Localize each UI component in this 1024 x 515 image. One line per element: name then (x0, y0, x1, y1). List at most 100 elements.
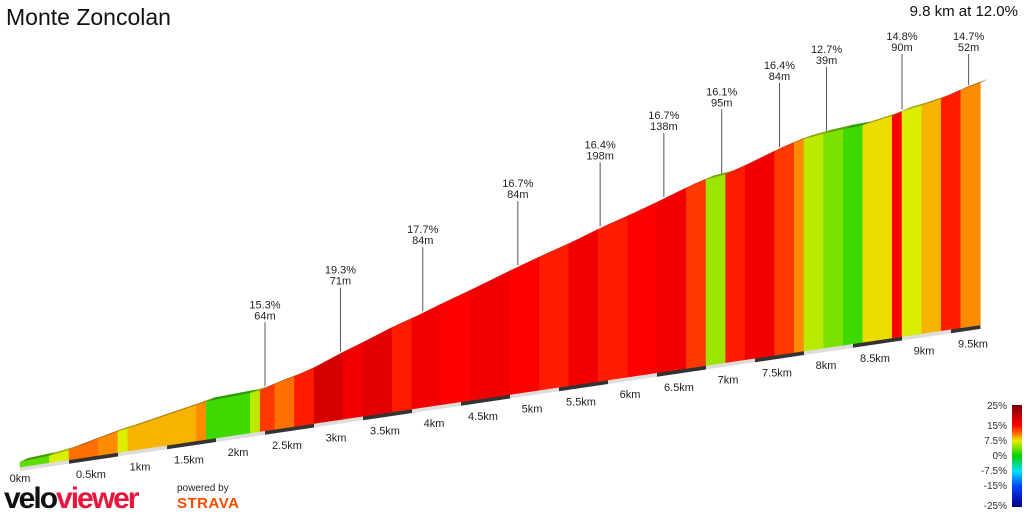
gradient-segment (862, 115, 893, 343)
annotation-length: 39m (816, 55, 837, 67)
km-tick-label: 7.5km (762, 367, 792, 379)
gradient-segment-top (960, 78, 989, 90)
gradient-segment-top (250, 386, 269, 394)
gradient-segment (259, 383, 276, 432)
gradient-segment-top (686, 175, 714, 188)
legend-label: 25% (987, 401, 1007, 412)
gradient-segment-top (260, 380, 283, 391)
gradient-segment-top (804, 129, 832, 140)
legend-label: 15% (987, 421, 1007, 432)
km-tick-label: 9km (914, 346, 935, 358)
km-tick-label: 0.5km (76, 469, 106, 481)
legend-color-bar (1012, 405, 1022, 507)
ground-segment (706, 358, 755, 370)
gradient-segment-top (843, 121, 871, 130)
gradient-segment-top (657, 183, 695, 203)
gradient-segment-top (774, 138, 803, 152)
gradient-segment (509, 256, 540, 395)
climb-title: Monte Zoncolan (6, 4, 171, 30)
gradient-segment-top (412, 299, 450, 319)
gradient-segment-top (892, 107, 910, 116)
gradient-segment-top (49, 445, 77, 456)
gradient-segment-top (598, 212, 636, 230)
gradient-segment-top (921, 94, 950, 106)
annotation-grade: 16.1% (706, 86, 737, 98)
gradient-segment-top (470, 266, 518, 291)
gradient-segment (627, 201, 658, 378)
gradient-segment (196, 401, 207, 442)
gradient-segment-top (823, 125, 852, 134)
km-tick-label: 3.5km (370, 425, 400, 437)
ground-segment (314, 416, 363, 428)
gradient-segment (744, 150, 775, 360)
legend-label: -7.5% (981, 466, 1007, 477)
annotation-grade: 14.8% (886, 31, 917, 43)
gradient-segment (117, 428, 129, 453)
strava-logo[interactable]: STRAVA (177, 495, 240, 512)
gradient-segment (274, 376, 295, 430)
km-tick-label: 4km (424, 418, 445, 430)
km-tick-label: 6km (620, 389, 641, 401)
gradient-segment (597, 215, 628, 382)
annotation-grade: 16.4% (585, 139, 616, 151)
ground-segment (69, 452, 118, 464)
annotation-grade: 14.7% (953, 31, 984, 43)
km-tick-label: 8km (816, 360, 837, 372)
ground-segment (20, 459, 69, 471)
ground-segment (853, 336, 902, 348)
climb-summary: 9.8 km at 12.0% (909, 3, 1018, 20)
gradient-segment (960, 82, 981, 329)
gradient-segment-top (206, 389, 259, 402)
ground-segment (363, 409, 412, 421)
ground-segment (461, 394, 510, 406)
km-tick-label: 1km (130, 462, 151, 474)
gradient-segment-top (196, 397, 215, 406)
km-tick-label: 8.5km (860, 353, 890, 365)
km-tick-label: 2km (228, 447, 249, 459)
gradient-segment-top (363, 323, 401, 343)
annotation-length: 71m (330, 276, 351, 288)
gradient-segment (392, 318, 413, 413)
legend-label: 0% (993, 451, 1008, 462)
gradient-segment (823, 128, 844, 349)
km-tick-label: 7km (718, 375, 739, 387)
annotation-grade: 17.7% (407, 224, 438, 236)
gradient-segment-top (69, 434, 107, 450)
gradient-segment-top (98, 427, 126, 439)
gradient-segment (803, 133, 824, 352)
ground-segment (265, 423, 314, 435)
gradient-segment (725, 165, 746, 363)
annotation-length: 84m (412, 235, 433, 247)
gradient-segment (842, 125, 864, 346)
km-tick-label: 6.5km (664, 382, 694, 394)
gradient-segment-top (568, 225, 607, 244)
annotation-length: 138m (650, 121, 678, 133)
ground-segment (412, 401, 461, 413)
gradient-segment (250, 390, 261, 434)
gradient-segment (793, 138, 805, 353)
km-tick-label: 0km (10, 473, 31, 485)
annotation-length: 198m (586, 150, 614, 162)
km-tick-label: 5km (522, 404, 543, 416)
gradient-segment-top (441, 286, 479, 304)
gradient-segment-top (118, 424, 136, 432)
ground-segment (657, 365, 706, 377)
legend-label: -15% (984, 481, 1007, 492)
gradient-segment-top (510, 252, 548, 271)
annotation-grade: 16.7% (648, 110, 679, 122)
gradient-segment (656, 187, 687, 374)
ground-segment (559, 380, 608, 392)
gradient-segment (313, 351, 344, 424)
annotation-length: 52m (958, 42, 979, 54)
gradient-segment (774, 142, 795, 356)
gradient-segment (901, 105, 922, 337)
veloviewer-logo[interactable]: veloviewer (4, 482, 139, 515)
gradient-segment-top (20, 451, 58, 462)
km-tick-label: 5.5km (566, 396, 596, 408)
gradient-segment-top (274, 372, 303, 385)
gradient-segment (470, 270, 511, 401)
annotation-grade: 15.3% (249, 299, 280, 311)
gradient-segment-top (862, 111, 901, 126)
annotation-grade: 16.7% (502, 178, 533, 190)
